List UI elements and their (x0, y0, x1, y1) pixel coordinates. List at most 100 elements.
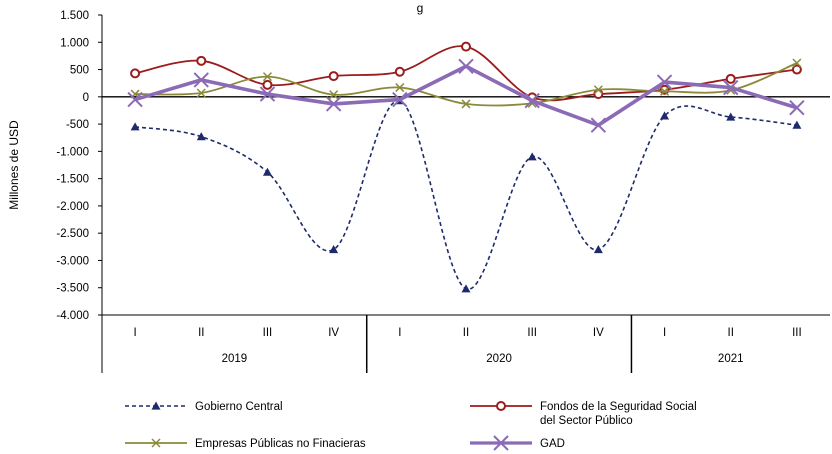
data-point (527, 152, 537, 161)
data-point-stroke (493, 435, 509, 451)
data-point-stroke (392, 91, 408, 108)
data-point (130, 122, 140, 131)
data-point (193, 72, 209, 88)
chart-title-fragment: g (417, 1, 424, 15)
data-point (196, 88, 206, 98)
data-point (493, 435, 509, 451)
legend: Gobierno Central Fondos de la Seguridad S… (125, 401, 697, 451)
data-point-stroke (259, 86, 276, 102)
y-tick-label: 1.500 (60, 10, 89, 22)
legend-item: Empresas Públicas no Finacieras (125, 438, 366, 450)
data-point (259, 86, 276, 102)
data-point-stroke (789, 100, 805, 116)
data-point-stroke (329, 90, 339, 100)
legend-label: del Sector Público (540, 415, 633, 427)
y-tick-label: 500 (70, 65, 89, 77)
data-point (392, 91, 408, 108)
data-point (496, 401, 506, 411)
data-point-stroke (461, 99, 471, 109)
data-point-stroke (395, 83, 405, 93)
data-point (723, 79, 739, 96)
data-point-stroke (723, 79, 739, 96)
data-point-stroke (660, 86, 670, 96)
y-tick-label: -2.000 (56, 201, 89, 213)
data-point (329, 245, 339, 254)
series-line (134, 64, 798, 127)
y-axis-label: Millones de USD (7, 120, 21, 210)
legend-label: Empresas Públicas no Finacieras (195, 438, 366, 450)
data-point (590, 117, 607, 133)
series-0 (130, 96, 802, 293)
legend-label: Fondos de la Seguridad Social (540, 401, 697, 413)
quarter-label: III (263, 327, 273, 339)
data-point (329, 90, 339, 100)
data-point (656, 74, 673, 90)
data-point-stroke (593, 85, 603, 95)
y-tick-label: -4.000 (56, 310, 89, 322)
data-point-stroke (151, 438, 161, 448)
data-point (792, 120, 802, 129)
legend-item: Fondos de la Seguridad Social del Sector … (470, 401, 697, 427)
y-tick-label: -1.500 (56, 174, 89, 186)
axes: 1.500 1.000 500 0 -500 -1.000 -1.500 -2.000 -2.5… (56, 10, 830, 373)
data-point (524, 92, 540, 109)
quarter-label: I (398, 327, 401, 339)
legend-item: Gobierno Central (125, 401, 283, 413)
data-point (262, 167, 272, 176)
data-point (151, 438, 161, 448)
data-point-stroke (792, 58, 802, 68)
quarter-label: I (133, 327, 136, 339)
data-point-stroke (325, 96, 342, 112)
year-label: 2021 (718, 353, 744, 365)
data-point (461, 41, 471, 52)
y-tick-label: 1.000 (60, 37, 89, 49)
data-point (660, 111, 670, 120)
data-point (458, 58, 474, 74)
legend-label: GAD (540, 438, 565, 450)
data-point (127, 91, 143, 108)
data-point (593, 89, 604, 100)
data-point (151, 401, 161, 410)
data-point (262, 72, 272, 82)
data-point (325, 96, 342, 112)
data-point (726, 112, 736, 121)
y-tick-label: -500 (66, 119, 89, 131)
data-point-stroke (656, 74, 673, 90)
data-point (196, 132, 206, 141)
y-tick-label: -3.500 (56, 283, 89, 295)
quarter-label: III (792, 327, 802, 339)
quarter-label: II (198, 327, 204, 339)
data-point (130, 68, 141, 79)
data-point (196, 55, 207, 66)
series-3 (127, 58, 805, 133)
y-tick-label: 0 (83, 92, 89, 104)
data-point (593, 245, 603, 254)
data-point-stroke (262, 72, 272, 82)
data-point (461, 284, 471, 293)
series-layer (127, 41, 805, 293)
series-line (134, 99, 798, 290)
year-label: 2020 (486, 353, 512, 365)
y-tick-label: -1.000 (56, 146, 89, 158)
data-point-stroke (590, 117, 607, 133)
quarter-label: I (663, 327, 666, 339)
data-point (792, 58, 802, 68)
data-point-stroke (193, 72, 209, 88)
quarter-label: III (527, 327, 537, 339)
y-tick-label: -3.000 (56, 255, 89, 267)
data-point (461, 99, 471, 109)
data-point-stroke (524, 92, 540, 109)
data-point (262, 79, 273, 90)
data-point (328, 71, 339, 82)
quarter-label: IV (593, 327, 604, 339)
quarter-label: II (728, 327, 734, 339)
data-point (660, 86, 670, 96)
quarter-label: II (463, 327, 469, 339)
legend-item: GAD (470, 435, 565, 451)
data-point-stroke (196, 88, 206, 98)
data-point (394, 66, 405, 77)
data-point (789, 100, 805, 116)
legend-label: Gobierno Central (195, 401, 283, 413)
y-tick-label: -2.500 (56, 228, 89, 240)
